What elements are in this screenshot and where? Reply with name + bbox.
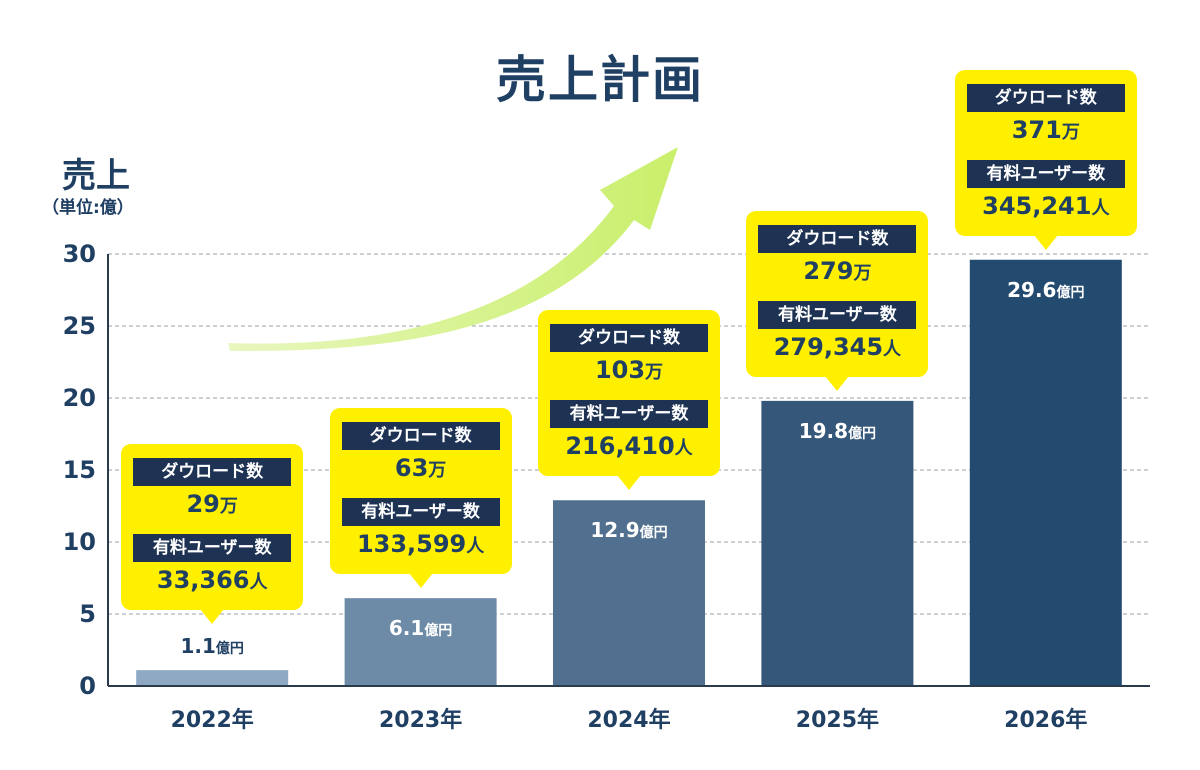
growth-arrow-icon [228, 147, 678, 352]
paid-users-value-unit: 人 [674, 438, 693, 460]
downloads-value: 103万 [538, 356, 720, 384]
downloads-value-unit: 万 [428, 460, 447, 482]
x-category-label: 2025年 [795, 708, 879, 733]
y-tick-label: 20 [62, 384, 96, 412]
y-tick-label: 10 [62, 528, 96, 556]
paid-users-label: 有料ユーザー数 [133, 534, 292, 563]
downloads-label: ダウロード数 [758, 224, 917, 253]
downloads-value: 371万 [955, 116, 1137, 144]
page-title: 売上計画 [496, 51, 704, 109]
bar-2022年 [136, 670, 289, 686]
downloads-label: ダウロード数 [341, 422, 500, 451]
bar-value-number: 29.6 [1007, 277, 1057, 302]
bar-value-unit: 億円 [215, 641, 244, 658]
bar-value-unit: 億円 [639, 525, 668, 542]
downloads-value-unit: 万 [1061, 121, 1080, 143]
bar-value-unit: 億円 [1056, 284, 1085, 301]
y-tick-label: 15 [62, 456, 96, 484]
downloads-label: ダウロード数 [133, 458, 292, 487]
paid-users-value-number: 216,410 [565, 432, 675, 461]
y-tick-label: 30 [62, 240, 96, 268]
paid-users-label: 有料ユーザー数 [341, 498, 500, 527]
paid-users-value: 216,410人 [538, 432, 720, 460]
bar-value-label: 12.9億円 [549, 518, 709, 542]
downloads-value-unit: 万 [853, 262, 872, 284]
callout-bubble: ダウロード数 103万有料ユーザー数 216,410人 [538, 310, 720, 491]
y-axis-label: 売上 [62, 156, 130, 196]
bar-2026年 [969, 259, 1122, 686]
x-category-label: 2023年 [378, 708, 463, 733]
paid-users-value-unit: 人 [466, 536, 485, 558]
downloads-value-number: 29 [186, 490, 220, 519]
downloads-value-number: 371 [1011, 115, 1062, 144]
bar-value-number: 12.9 [590, 518, 640, 543]
y-tick-label: 5 [79, 600, 96, 628]
downloads-label: ダウロード数 [966, 83, 1125, 112]
bar-value-label: 1.1億円 [132, 634, 292, 658]
x-category-label: 2024年 [587, 708, 671, 733]
paid-users-value-number: 33,366 [156, 566, 250, 595]
paid-users-value-unit: 人 [1091, 197, 1110, 219]
callout-bubble: ダウロード数 279万有料ユーザー数 279,345人 [746, 210, 929, 391]
paid-users-value-unit: 人 [883, 338, 902, 360]
paid-users-value: 33,366人 [121, 566, 303, 594]
bar-value-number: 1.1 [180, 634, 216, 659]
downloads-value: 63万 [330, 454, 512, 482]
bar-value-label: 19.8億円 [757, 419, 917, 443]
bar-value-label: 6.1億円 [341, 616, 501, 640]
downloads-value-number: 63 [394, 454, 429, 483]
downloads-value: 29万 [121, 490, 303, 518]
callout-bubble: ダウロード数 29万有料ユーザー数 33,366人 [121, 444, 304, 625]
paid-users-value-unit: 人 [249, 572, 268, 594]
paid-users-value: 345,241人 [955, 192, 1137, 220]
downloads-label: ダウロード数 [550, 324, 708, 353]
downloads-value-unit: 万 [645, 362, 664, 384]
y-tick-label: 0 [79, 672, 96, 700]
y-axis-unit: （単位:億） [42, 198, 134, 218]
x-category-label: 2026年 [1004, 708, 1088, 733]
bar-value-unit: 億円 [848, 425, 877, 442]
paid-users-label: 有料ユーザー数 [758, 300, 917, 329]
bar-value-number: 6.1 [388, 616, 425, 641]
paid-users-value: 133,599人 [330, 530, 512, 558]
bar-2024年 [553, 500, 705, 686]
paid-users-value: 279,345人 [746, 333, 928, 361]
downloads-value-number: 103 [594, 356, 646, 385]
downloads-value-number: 279 [803, 256, 854, 285]
paid-users-label: 有料ユーザー数 [966, 159, 1125, 188]
paid-users-value-number: 345,241 [982, 191, 1092, 220]
paid-users-label: 有料ユーザー数 [550, 400, 708, 429]
paid-users-value-number: 279,345 [773, 332, 884, 361]
x-category-label: 2022年 [170, 708, 254, 733]
bar-2023年 [344, 598, 497, 686]
bar-value-unit: 億円 [424, 623, 453, 640]
callout-bubble: ダウロード数 63万有料ユーザー数 133,599人 [329, 408, 512, 589]
y-tick-label: 25 [62, 312, 96, 340]
bar-value-label: 29.6億円 [966, 278, 1126, 302]
downloads-value: 279万 [746, 257, 928, 285]
paid-users-value-number: 133,599 [356, 530, 467, 559]
bar-value-number: 19.8 [798, 418, 849, 443]
callout-bubble: ダウロード数 371万有料ユーザー数 345,241人 [954, 69, 1137, 250]
downloads-value-unit: 万 [219, 496, 238, 518]
bar-2025年 [761, 400, 914, 686]
